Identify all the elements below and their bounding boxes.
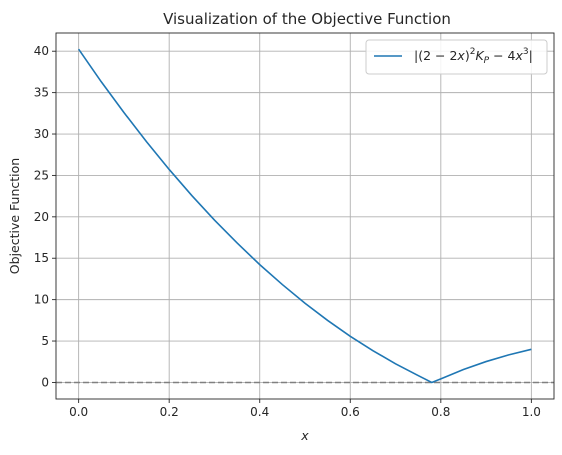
y-tick-label: 30 xyxy=(34,127,49,141)
y-tick-label: 5 xyxy=(41,334,49,348)
legend-box xyxy=(365,39,548,75)
series-line-objective xyxy=(77,48,532,384)
x-tick-label: 0.8 xyxy=(431,405,450,419)
x-tick-label: 0.4 xyxy=(250,405,269,419)
x-tick-label: 1.0 xyxy=(522,405,541,419)
y-axis-ticks: 0 5 10 15 20 25 30 35 40 xyxy=(34,44,56,389)
plot-frame xyxy=(55,32,555,400)
x-axis-ticks: 0.0 0.2 0.4 0.6 0.8 1.0 xyxy=(69,399,541,419)
y-axis-label: Objective Function xyxy=(7,158,22,274)
y-tick-label: 25 xyxy=(34,168,49,182)
y-tick-label: 40 xyxy=(34,44,49,58)
chart-title: Visualization of the Objective Function xyxy=(163,10,451,28)
x-axis-label: x xyxy=(300,428,309,443)
legend-entry-label: |(2 − 2x)2KP − 4x3| xyxy=(414,47,533,66)
x-tick-label: 0.2 xyxy=(160,405,179,419)
y-tick-label: 0 xyxy=(41,375,49,389)
grid-lines xyxy=(56,33,554,399)
y-tick-label: 10 xyxy=(34,293,49,307)
y-tick-label: 35 xyxy=(34,86,49,100)
x-tick-label: 0.0 xyxy=(69,405,88,419)
x-tick-label: 0.6 xyxy=(341,405,360,419)
legend: |(2 − 2x)2KP − 4x3| xyxy=(365,39,548,75)
y-tick-label: 20 xyxy=(34,210,49,224)
y-tick-label: 15 xyxy=(34,251,49,265)
